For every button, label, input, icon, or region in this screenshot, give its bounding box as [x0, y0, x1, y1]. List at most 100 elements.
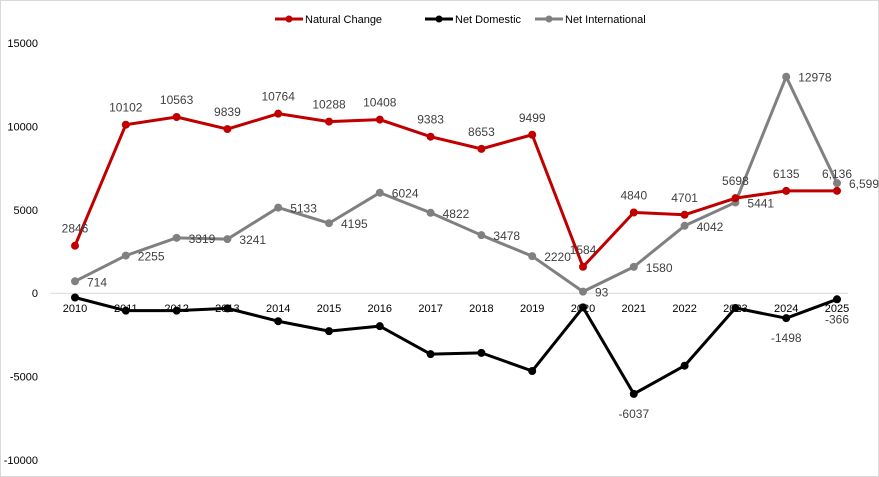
x-tick-label: 2021 [622, 303, 646, 315]
data-point [223, 304, 232, 313]
data-point [71, 277, 79, 286]
data-label: 6135 [773, 167, 800, 181]
x-tick-label: 2016 [368, 303, 392, 315]
data-point [680, 210, 689, 219]
data-label: 6,599 [849, 177, 879, 191]
data-label: 4822 [443, 207, 470, 221]
series-line-net-international [74, 75, 839, 294]
data-label: 3319 [189, 232, 216, 246]
data-point [426, 132, 435, 141]
data-point [629, 389, 638, 398]
y-tick-label: -5000 [10, 372, 38, 384]
y-tick-label: 10000 [7, 121, 38, 133]
data-point [274, 203, 283, 212]
legend: Natural Change Net Domestic Net Internatio… [275, 14, 646, 26]
data-label: 8653 [468, 125, 495, 139]
data-label: 4042 [697, 220, 724, 234]
data-point [172, 306, 181, 315]
data-point [477, 144, 486, 153]
data-label: 9499 [519, 111, 546, 125]
data-point [782, 314, 791, 323]
legend-label: Natural Change [305, 14, 382, 26]
data-point [477, 348, 486, 357]
series-line-net-domestic [74, 296, 838, 396]
data-point [579, 287, 587, 296]
data-point [629, 208, 638, 217]
data-point [325, 327, 333, 336]
data-point [223, 235, 232, 244]
data-point [731, 304, 740, 313]
data-point [71, 241, 79, 250]
data-point [426, 350, 435, 359]
x-tick-label: 2010 [63, 303, 87, 315]
data-label: 10563 [160, 93, 194, 107]
data-label: 12978 [798, 71, 832, 85]
data-point [528, 130, 537, 139]
data-label: 9383 [417, 113, 444, 127]
data-label: 9839 [214, 105, 241, 119]
data-point [579, 303, 587, 312]
data-point [375, 322, 384, 331]
data-label: 4195 [341, 217, 368, 231]
series-lines [71, 72, 841, 398]
data-point [121, 306, 130, 315]
data-label: 6,136 [822, 167, 852, 181]
y-tick-label: 15000 [7, 38, 38, 50]
data-point [731, 194, 740, 203]
data-label: -6037 [618, 407, 649, 421]
data-point [833, 179, 841, 188]
data-label: -366 [825, 312, 849, 326]
data-point [172, 113, 181, 122]
x-tick-label: 2017 [418, 303, 442, 315]
data-label: 3478 [493, 229, 520, 243]
data-label: 2255 [138, 250, 165, 264]
data-point [121, 251, 130, 260]
data-point [121, 120, 130, 129]
axes: -10000-500005000100001500020102011201220… [4, 38, 850, 467]
data-point [782, 72, 791, 81]
data-point [325, 219, 333, 228]
data-point [782, 186, 791, 195]
data-labels: 2846 10102 10563 9839 10764 10288 10408 9383 865… [62, 71, 879, 421]
data-point [274, 109, 283, 118]
legend-marker [285, 15, 293, 23]
data-point [680, 221, 689, 230]
data-label: 2846 [62, 222, 89, 236]
y-tick-label: 0 [32, 288, 38, 300]
data-point [172, 233, 181, 242]
data-label: 10408 [363, 96, 397, 110]
x-tick-label: 2024 [774, 303, 798, 315]
data-label: -1498 [771, 331, 802, 345]
data-point [833, 186, 841, 195]
data-point [274, 317, 283, 326]
data-point [477, 231, 486, 240]
series-line-natural-change [73, 112, 838, 269]
y-tick-label: 5000 [14, 205, 38, 217]
data-point [375, 188, 384, 197]
x-tick-label: 2015 [317, 303, 341, 315]
x-tick-label: 2022 [672, 303, 696, 315]
data-label: 5441 [747, 196, 774, 210]
legend-marker [545, 15, 553, 23]
data-point [325, 117, 333, 126]
x-tick-label: 2018 [469, 303, 493, 315]
data-label: 3241 [239, 233, 266, 247]
data-point [680, 361, 689, 370]
data-point [375, 115, 384, 124]
data-label: 4701 [671, 191, 698, 205]
data-point [71, 293, 79, 302]
data-label: 4840 [620, 188, 647, 202]
data-label: 2220 [544, 250, 571, 264]
data-point [528, 252, 537, 261]
data-label: 1580 [646, 261, 673, 275]
x-tick-label: 2025 [825, 303, 849, 315]
legend-label: Net International [565, 14, 646, 26]
data-label: 1584 [570, 243, 597, 257]
data-point [426, 208, 435, 217]
data-point [223, 125, 232, 134]
data-label: 714 [87, 275, 107, 289]
data-point [579, 262, 587, 271]
legend-label: Net Domestic [455, 14, 522, 26]
data-label: 93 [595, 286, 609, 300]
